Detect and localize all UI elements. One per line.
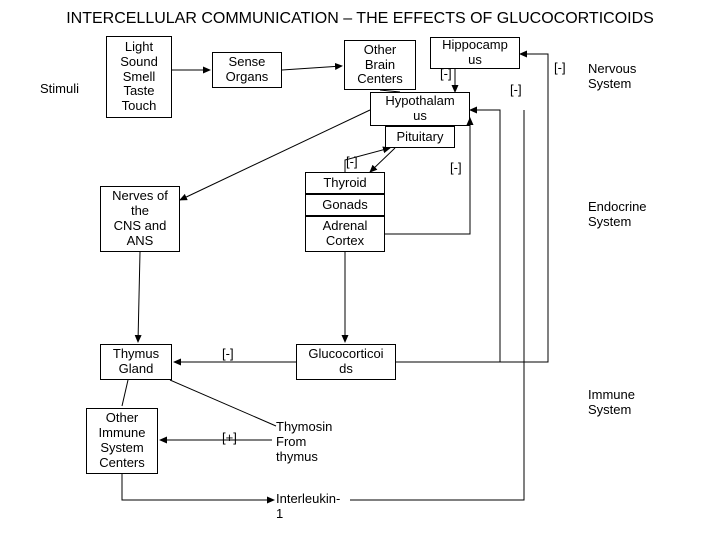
edge-pos-thymosin-immune: [+]: [222, 430, 237, 445]
label-nervous-system: NervousSystem: [588, 62, 636, 92]
label-immune-system: ImmuneSystem: [588, 388, 635, 418]
diagram-title: INTERCELLULAR COMMUNICATION – THE EFFECT…: [0, 10, 720, 28]
box-thymus-gland: ThymusGland: [100, 344, 172, 380]
box-other-brain-centers: OtherBrainCenters: [344, 40, 416, 90]
box-glucocorticoids: Glucocorticoids: [296, 344, 396, 380]
box-hypothalamus: Hypothalamus: [370, 92, 470, 126]
edge-neg-to-hypothalamus-right: [-]: [510, 82, 522, 97]
edge-neg-adrenal-to-hypothalamus: [-]: [450, 160, 462, 175]
edge-neg-hippocampus-hypothalamus: [-]: [440, 66, 452, 81]
box-other-immune-centers: OtherImmuneSystemCenters: [86, 408, 158, 474]
label-thymosin: ThymosinFromthymus: [276, 420, 332, 465]
box-thyroid: Thyroid: [305, 172, 385, 194]
box-sense-organs: SenseOrgans: [212, 52, 282, 88]
edge-neg-glucocorticoids-thymus: [-]: [222, 346, 234, 361]
edge-neg-far-right-to-hippocampus: [-]: [554, 60, 566, 75]
edge-neg-thyroid-pituitary: [-]: [346, 154, 358, 169]
box-gonads: Gonads: [305, 194, 385, 216]
box-hippocampus: Hippocampus: [430, 37, 520, 69]
label-interleukin: Interleukin-1: [276, 492, 340, 522]
box-stimuli-list: LightSoundSmellTasteTouch: [106, 36, 172, 118]
box-adrenal-cortex: AdrenalCortex: [305, 216, 385, 252]
box-nerves-cns-ans: Nerves oftheCNS andANS: [100, 186, 180, 252]
label-endocrine-system: EndocrineSystem: [588, 200, 647, 230]
box-pituitary: Pituitary: [385, 126, 455, 148]
label-stimuli: Stimuli: [40, 82, 79, 97]
diagram-canvas: INTERCELLULAR COMMUNICATION – THE EFFECT…: [0, 0, 720, 540]
